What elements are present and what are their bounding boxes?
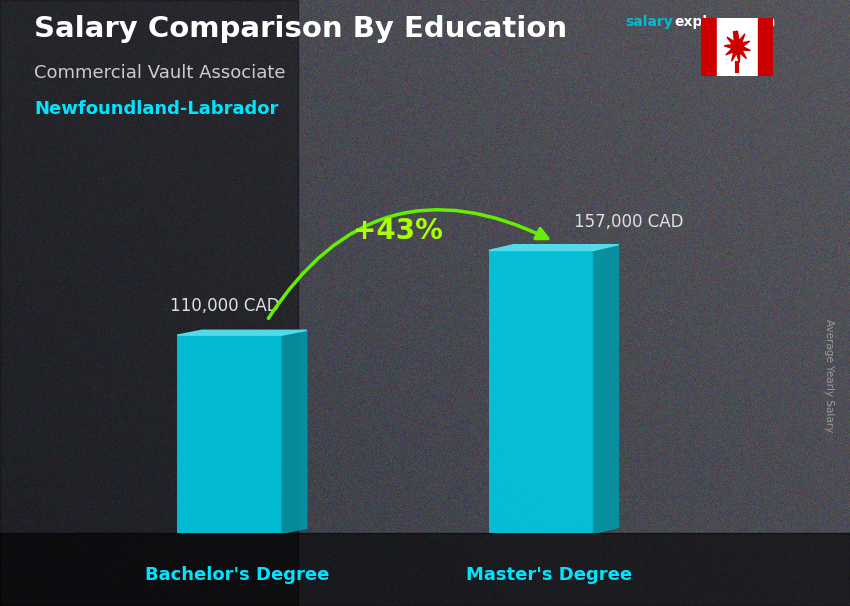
- FancyBboxPatch shape: [177, 335, 282, 533]
- Text: explorer.com: explorer.com: [674, 15, 775, 29]
- Text: 110,000 CAD: 110,000 CAD: [170, 298, 280, 315]
- Bar: [717, 18, 758, 76]
- Bar: [0, 533, 850, 606]
- FancyBboxPatch shape: [489, 250, 593, 533]
- Text: Master's Degree: Master's Degree: [466, 566, 632, 584]
- Text: Salary Comparison By Education: Salary Comparison By Education: [34, 15, 567, 43]
- Text: Newfoundland-Labrador: Newfoundland-Labrador: [34, 100, 278, 118]
- Polygon shape: [282, 330, 307, 533]
- Polygon shape: [489, 245, 619, 250]
- Bar: [701, 18, 717, 76]
- Polygon shape: [593, 245, 619, 533]
- Text: Average Yearly Salary: Average Yearly Salary: [824, 319, 834, 432]
- Bar: [701, 18, 721, 76]
- Text: 157,000 CAD: 157,000 CAD: [574, 213, 683, 231]
- Bar: [0, 0, 298, 606]
- Text: Commercial Vault Associate: Commercial Vault Associate: [34, 64, 286, 82]
- Polygon shape: [724, 31, 751, 62]
- Polygon shape: [177, 330, 307, 335]
- Bar: [758, 18, 774, 76]
- Text: salary: salary: [625, 15, 672, 29]
- Text: +43%: +43%: [353, 216, 443, 245]
- Text: Bachelor's Degree: Bachelor's Degree: [144, 566, 329, 584]
